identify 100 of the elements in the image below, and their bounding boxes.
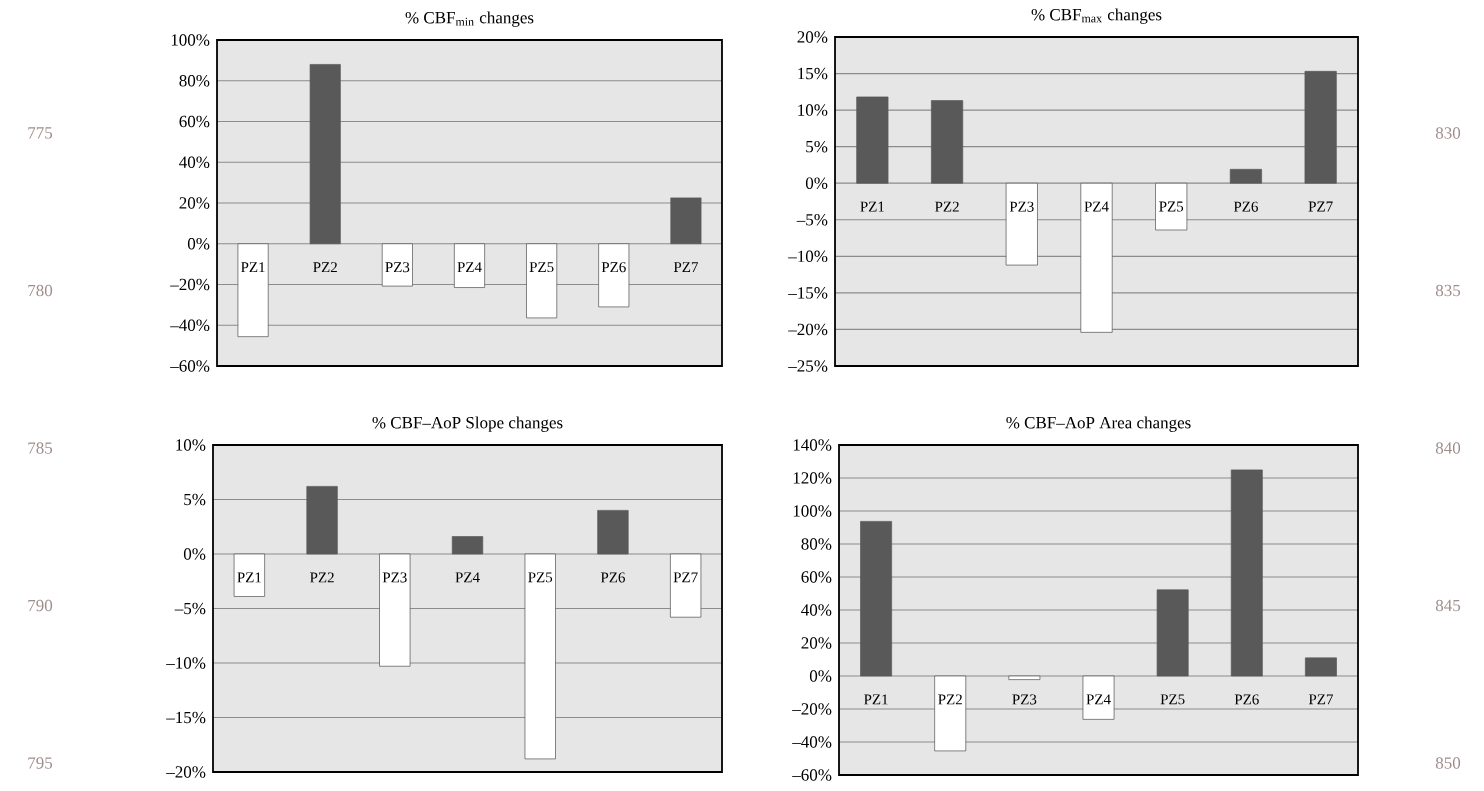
y-tick-label: –60% [170,360,210,372]
text: 790 [28,599,53,612]
x-tick-label: PZ1 [241,262,265,273]
x-tick-label: PZ7 [1308,201,1333,212]
bar [670,197,702,245]
y-tick-label: –15% [788,287,828,299]
chart-title: % CBF$_{min}$ changes [405,11,534,27]
x-tick-label: PZ5 [1160,694,1185,705]
y-tick-label: 10% [798,104,828,116]
y-tick-label: –20% [166,766,206,778]
y-tick-label: 80% [801,538,832,550]
bar [379,553,411,667]
x-tick-label: PZ2 [310,572,334,583]
bar [1082,675,1115,720]
x-tick-label: PZ5 [529,262,554,273]
y-tick-label: 20% [797,31,828,43]
y-tick-label: 20% [801,637,832,649]
y-tick-label: 10% [176,439,206,451]
y-tick-label: 0% [183,548,206,560]
x-tick-label: PZ2 [938,694,962,705]
y-tick-label: 5% [184,493,206,506]
y-tick-label: 0% [809,670,832,682]
y-tick-label: 60% [801,571,832,583]
text: 840 [1435,442,1461,454]
bar [1304,70,1337,184]
x-tick-label: PZ3 [1009,201,1034,212]
chart-title: % CBF$_{max}$ changes [1031,8,1162,24]
text: 785 [28,442,53,454]
x-tick-label: PZ4 [1086,694,1111,705]
y-tick-label: 80% [179,74,210,87]
y-tick-label: 140% [793,439,832,451]
y-tick-label: 60% [179,115,210,128]
bar [454,243,485,288]
text: 835 [1435,284,1461,297]
bar [934,675,967,752]
y-tick-label: –20% [792,703,832,715]
y-tick-label: 5% [806,140,828,153]
y-tick-label: 40% [801,604,832,616]
bar [524,553,556,760]
bar [526,243,558,319]
x-tick-label: PZ7 [1308,694,1333,705]
text: 775 [28,127,53,139]
x-tick-label: PZ3 [1012,694,1037,705]
x-tick-label: PZ4 [455,572,480,583]
y-tick-label: –60% [792,769,832,781]
y-tick-label: 0% [187,237,210,250]
x-tick-label: PZ3 [385,262,410,273]
y-tick-label: –20% [170,278,210,291]
x-tick-label: PZ6 [1233,201,1258,212]
bar [1080,182,1113,333]
text: 830 [1435,127,1461,139]
y-tick-label: –10% [788,250,828,263]
text: 845 [1435,599,1461,612]
bar [1230,469,1263,677]
y-tick-label: 100% [171,34,210,46]
y-tick-label: –5% [174,602,206,615]
chart-title: % CBF–AoP Area changes [1006,416,1191,432]
y-tick-label: –5% [796,214,828,226]
x-tick-label: PZ7 [673,572,698,583]
y-tick-label: –25% [788,360,828,372]
y-tick-label: 120% [793,472,832,484]
y-tick-label: 20% [179,197,210,209]
x-tick-label: PZ4 [1084,201,1109,212]
bar [860,521,892,677]
x-tick-label: PZ2 [313,262,337,273]
chart-title: % CBF–AoP Slope changes [372,416,563,432]
bar [306,486,338,555]
bar [597,510,629,555]
text: 795 [28,757,53,769]
y-tick-label: –15% [166,711,206,724]
text: 780 [28,284,53,297]
x-tick-label: PZ4 [457,262,482,273]
y-tick-label: 40% [179,156,210,168]
x-tick-label: PZ1 [864,694,888,705]
x-tick-label: PZ3 [382,572,407,583]
bar [598,243,630,308]
y-tick-label: –10% [166,657,206,669]
y-tick-label: 15% [798,67,828,80]
x-tick-label: PZ5 [1159,201,1184,212]
x-tick-label: PZ2 [935,201,959,212]
bar [451,536,484,555]
x-tick-label: PZ6 [600,572,625,583]
y-tick-label: 0% [805,177,828,189]
bar [1305,657,1337,677]
bar [233,553,265,597]
y-tick-label: –40% [792,736,832,748]
bar [670,553,702,618]
x-tick-label: PZ5 [528,572,553,583]
x-tick-label: PZ1 [237,572,261,583]
bar [856,96,889,184]
bar [1005,182,1038,266]
bar [237,243,269,337]
y-tick-label: –20% [788,323,828,336]
y-tick-label: 100% [793,505,832,517]
bar [381,243,413,287]
text: 850 [1435,757,1461,769]
bar [309,64,341,245]
bar [1229,168,1262,184]
bar [1156,589,1189,677]
x-tick-label: PZ7 [673,262,698,272]
